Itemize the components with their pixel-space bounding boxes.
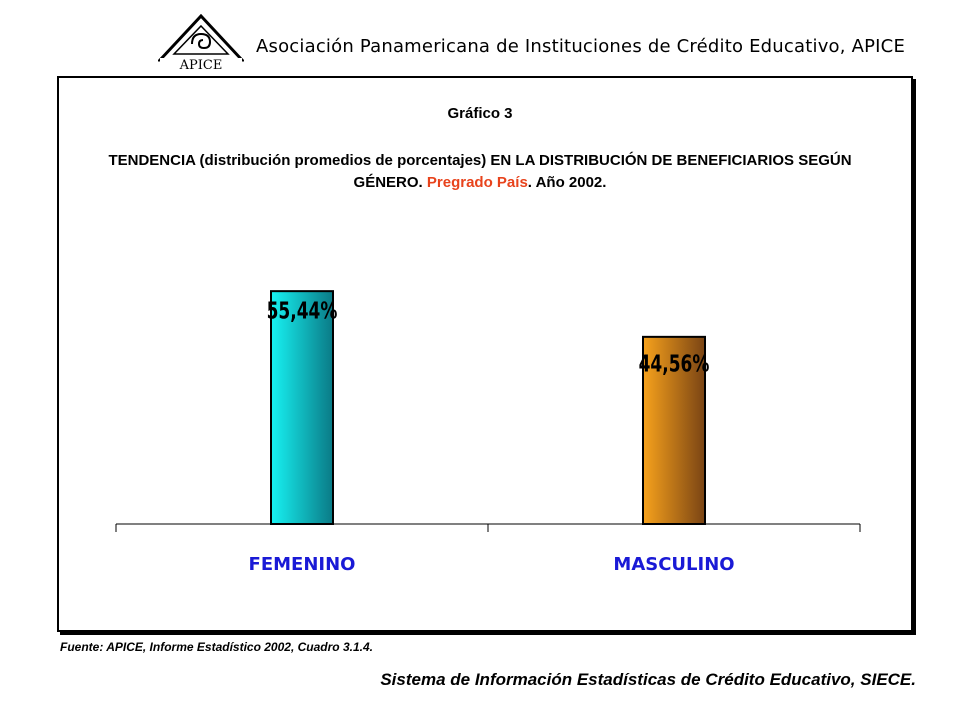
bar-femenino (270, 290, 334, 526)
chart-number: Gráfico 3 (447, 105, 513, 122)
value-label: 55,44% (267, 297, 338, 324)
value-label: 44,56% (639, 350, 710, 377)
x-axis (115, 523, 861, 532)
category-label: FEMENINO (249, 554, 356, 575)
bar-masculino (642, 335, 706, 525)
title-part1: TENDENCIA (distribución promedios de por… (108, 152, 852, 191)
chart-title: TENDENCIA (distribución promedios de por… (80, 150, 880, 194)
category-label: MASCULINO (613, 554, 734, 575)
chart-frame (57, 76, 913, 632)
logo-text: APICE (179, 58, 223, 70)
source-note: Fuente: APICE, Informe Estadístico 2002,… (60, 640, 373, 654)
organization-name: Asociación Panamericana de Instituciones… (256, 36, 906, 57)
title-accent: Pregrado País (426, 174, 528, 191)
footer-text: Sistema de Información Estadísticas de C… (380, 670, 916, 689)
apice-logo: APICE (158, 14, 244, 70)
title-part2: . Año 2002. (527, 174, 607, 191)
